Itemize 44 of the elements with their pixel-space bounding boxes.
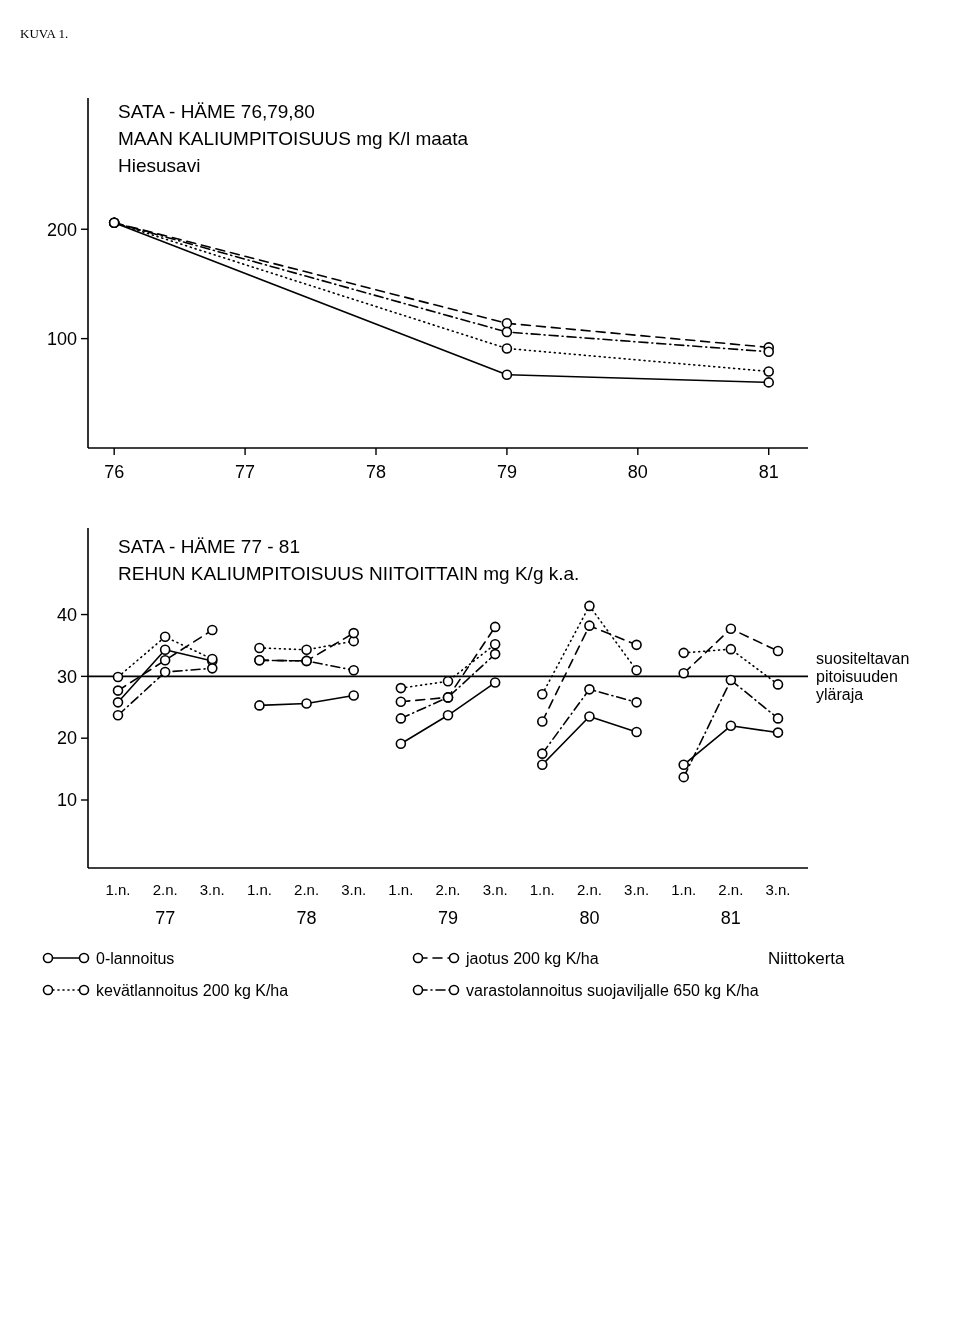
x-tick-label: 3.n. [341,881,367,899]
x-tick-label: 77 [235,462,256,483]
y-tick-label: 10 [56,790,77,811]
y-tick-label: 20 [56,728,77,749]
legend-label: jaotus 200 kg K/ha [465,949,599,967]
y-tick-label: 40 [56,604,77,625]
text: 79 [437,908,459,929]
x-tick-label: 2.n. [294,881,320,899]
text: REHUN KALIUMPITOISUUS NIITOITTAIN mg K/g k.a. [118,563,580,584]
x-tick-label: 3.n. [199,881,225,899]
x-tick-label: 2.n. [718,881,744,899]
text: KUVA 1. [20,26,69,41]
y-tick-label: 30 [56,666,77,687]
x-tick-label: 3.n. [624,881,650,899]
x-tick-label: 81 [758,462,779,483]
x-tick-label: 79 [496,462,517,483]
ref-line-label: suositeltavan pitoisuuden yläraja [816,649,910,703]
chart-title: SATA - HÄME 76,79,80 [118,101,315,122]
annotation: Hiesusavi [118,155,201,176]
x-tick-label: 1.n. [671,881,697,899]
legend-label: varastolannoitus suojaviljalle 650 kg K/ha [466,981,759,999]
y-tick-label: 200 [46,219,77,240]
x-tick-label: 1.n. [529,881,555,899]
x-tick-label: 1.n. [105,881,131,899]
legend-label: 0-lannoitus [96,949,175,967]
x-tick-label: 2.n. [152,881,178,899]
x-tick-label: 80 [627,462,648,483]
legend-label: kevätlannoitus 200 kg K/ha [96,981,289,999]
chart-title: SATA - HÄME 77 - 81 [118,536,300,557]
text: 77 [155,908,176,929]
x-tick-label: 2.n. [435,881,461,899]
x-tick-label: 3.n. [482,881,508,899]
x-tick-label: 1.n. [246,881,272,899]
x-tick-label: 1.n. [388,881,414,899]
x-axis-title: Niittokerta [768,948,846,968]
y-tick-label: 100 [46,328,77,349]
x-tick-label: 3.n. [765,881,791,899]
text: 80 [579,908,600,929]
x-tick-label: 78 [365,462,387,483]
text: 78 [296,908,317,929]
x-tick-label: 2.n. [576,881,602,899]
text: MAAN KALIUMPITOISUUS mg K/l maata [118,128,469,149]
x-tick-label: 76 [104,462,125,483]
text: 81 [720,908,741,929]
